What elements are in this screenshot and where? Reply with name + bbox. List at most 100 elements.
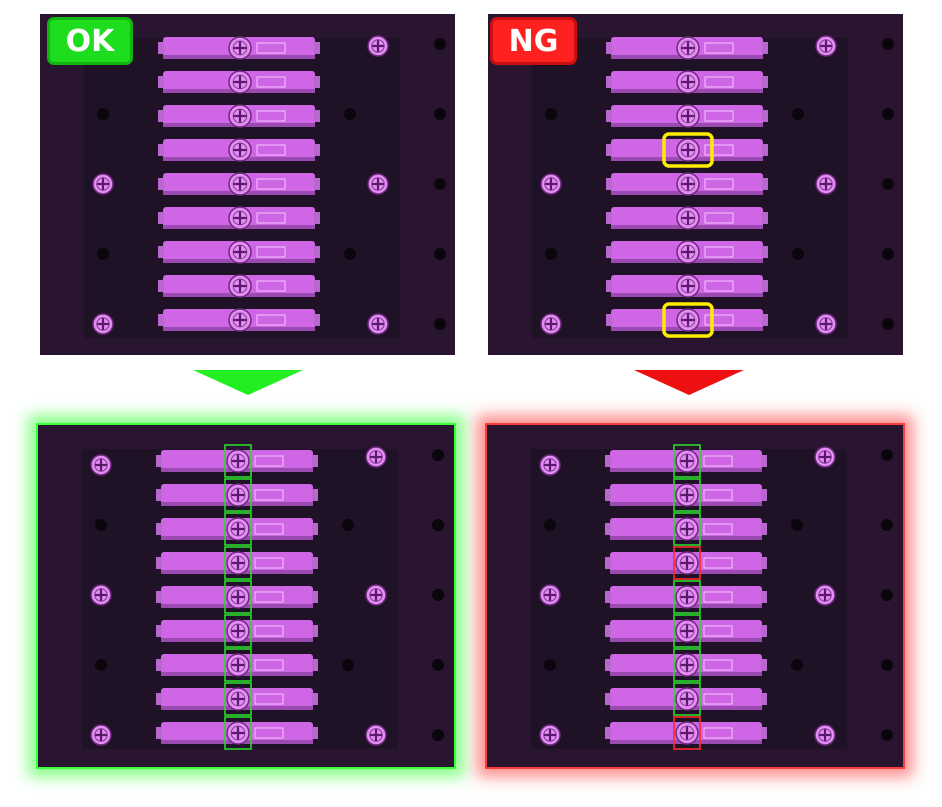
connector	[156, 585, 318, 609]
plate-screw-icon	[815, 173, 837, 195]
mounting-hole	[881, 449, 893, 461]
connector	[606, 70, 768, 94]
mounting-hole	[881, 589, 893, 601]
mounting-hole	[432, 659, 444, 671]
terminal-screw-icon	[226, 653, 250, 677]
mounting-hole	[434, 108, 446, 120]
ok-detection-box	[224, 614, 252, 648]
connector	[605, 653, 767, 677]
ok-sample-image	[40, 14, 455, 355]
ok-detection-box	[224, 716, 252, 750]
connector	[605, 517, 767, 541]
connector	[606, 206, 768, 230]
defect-highlight-box	[662, 132, 714, 168]
terminal-screw-icon	[226, 721, 250, 745]
mounting-hole	[545, 248, 557, 260]
terminal-screw-icon	[676, 308, 700, 332]
connector	[605, 483, 767, 507]
terminal-screw-icon	[228, 206, 252, 230]
terminal-screw-icon	[228, 36, 252, 60]
ok-detection-box	[673, 478, 701, 512]
mounting-hole	[344, 248, 356, 260]
connector	[158, 70, 320, 94]
ok-inspection-result	[36, 423, 456, 769]
connector	[156, 551, 318, 575]
ng-sample-image	[488, 14, 903, 355]
ok-badge: OK	[47, 17, 133, 65]
connector	[606, 172, 768, 196]
terminal-screw-icon	[676, 70, 700, 94]
plate-screw-icon	[815, 313, 837, 335]
terminal-screw-icon	[676, 240, 700, 264]
connector	[605, 551, 767, 575]
connector	[158, 240, 320, 264]
plate-screw-icon	[367, 35, 389, 57]
mounting-hole	[342, 659, 354, 671]
mounting-hole	[882, 248, 894, 260]
plate-screw-icon	[539, 724, 561, 746]
terminal-screw-icon	[228, 138, 252, 162]
plate-screw-icon	[814, 584, 836, 606]
mounting-hole	[882, 178, 894, 190]
connector	[605, 449, 767, 473]
connector	[606, 138, 768, 162]
connector	[156, 721, 318, 745]
connector	[158, 308, 320, 332]
terminal-screw-icon	[675, 483, 699, 507]
ok-detection-box	[224, 580, 252, 614]
mounting-hole	[95, 659, 107, 671]
terminal-screw-icon	[226, 551, 250, 575]
terminal-screw-icon	[675, 449, 699, 473]
mounting-hole	[881, 519, 893, 531]
mounting-hole	[434, 38, 446, 50]
terminal-screw-icon	[676, 274, 700, 298]
plate-screw-icon	[814, 446, 836, 468]
mounting-hole	[434, 178, 446, 190]
mounting-hole	[881, 659, 893, 671]
terminal-screw-icon	[675, 585, 699, 609]
terminal-screw-icon	[226, 585, 250, 609]
terminal-screw-icon	[675, 653, 699, 677]
connector	[158, 274, 320, 298]
mounting-hole	[544, 659, 556, 671]
terminal-screw-icon	[676, 206, 700, 230]
terminal-screw-icon	[676, 138, 700, 162]
ok-sample-photo	[40, 14, 455, 355]
ok-detection-box	[673, 512, 701, 546]
mounting-hole	[882, 318, 894, 330]
plate-screw-icon	[814, 724, 836, 746]
connector	[156, 619, 318, 643]
connector	[158, 206, 320, 230]
plate-screw-icon	[365, 584, 387, 606]
mounting-hole	[95, 519, 107, 531]
terminal-screw-icon	[676, 36, 700, 60]
plate-screw-icon	[90, 584, 112, 606]
mounting-hole	[792, 108, 804, 120]
plate-screw-icon	[92, 173, 114, 195]
connector	[158, 138, 320, 162]
plate-screw-icon	[92, 313, 114, 335]
mounting-hole	[882, 38, 894, 50]
mounting-hole	[434, 248, 446, 260]
connector	[606, 36, 768, 60]
connector	[156, 449, 318, 473]
connector	[605, 585, 767, 609]
mounting-hole	[432, 589, 444, 601]
ok-detection-box	[224, 512, 252, 546]
ok-detection-box	[673, 580, 701, 614]
mounting-hole	[881, 729, 893, 741]
terminal-screw-icon	[676, 104, 700, 128]
ok-detection-box	[224, 648, 252, 682]
plate-screw-icon	[540, 173, 562, 195]
terminal-screw-icon	[228, 240, 252, 264]
terminal-screw-icon	[675, 551, 699, 575]
connector	[605, 721, 767, 745]
mounting-hole	[342, 519, 354, 531]
mounting-hole	[791, 659, 803, 671]
connector	[606, 274, 768, 298]
plate-screw-icon	[540, 313, 562, 335]
terminal-screw-icon	[226, 619, 250, 643]
mounting-hole	[432, 519, 444, 531]
defect-highlight-box	[662, 302, 714, 338]
terminal-screw-icon	[226, 449, 250, 473]
